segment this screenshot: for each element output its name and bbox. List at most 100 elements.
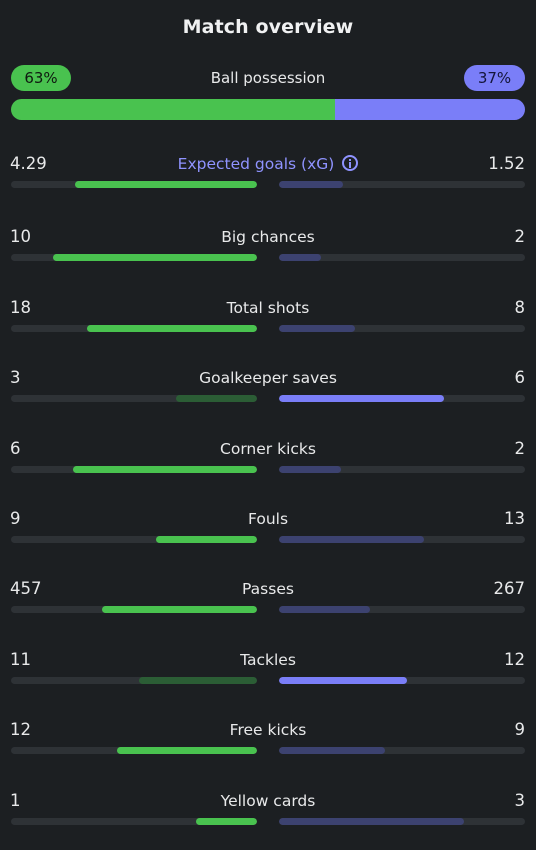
stat-row: 1 Yellow cards 3 (10, 791, 526, 835)
stat-row: 12 Free kicks 9 (10, 720, 526, 764)
away-stat-bar (279, 325, 525, 332)
stat-label-text: Expected goals (xG) (177, 155, 335, 173)
home-stat-bar (11, 747, 257, 754)
away-value: 2 (514, 439, 526, 458)
stat-label-text: Free kicks (229, 721, 307, 739)
away-stat-bar (279, 536, 525, 543)
home-stat-bar-fill (195, 818, 257, 825)
stat-label: Corner kicks (11, 439, 525, 459)
stat-label-text: Tackles (240, 651, 296, 669)
stat-label[interactable]: Expected goals (xG) (11, 154, 525, 174)
home-stat-bar-fill (102, 606, 257, 613)
home-value: 11 (10, 650, 31, 669)
away-stat-bar (279, 254, 525, 261)
stat-label: Big chances (11, 227, 525, 247)
away-value: 9 (514, 720, 526, 739)
home-value: 12 (10, 720, 31, 739)
stat-row: 6 Corner kicks 2 (10, 439, 526, 483)
stat-label-text: Passes (242, 580, 294, 598)
stat-label: Fouls (11, 509, 525, 529)
stat-row: 4.29 Expected goals (xG) 1.52 (10, 154, 525, 198)
away-value: 1.52 (488, 154, 525, 173)
away-stat-bar-fill (279, 466, 341, 473)
home-value: 457 (10, 579, 42, 598)
away-value: 6 (514, 368, 526, 387)
away-stat-bar-fill (279, 325, 356, 332)
home-stat-bar (11, 818, 257, 825)
away-stat-bar-fill (279, 181, 343, 188)
away-value: 8 (514, 298, 526, 317)
away-value: 13 (504, 509, 525, 528)
away-stat-bar-fill (279, 606, 371, 613)
away-value: 12 (504, 650, 525, 669)
stat-label: Free kicks (11, 720, 525, 740)
away-stat-bar-fill (279, 254, 321, 261)
away-stat-bar-fill (279, 395, 444, 402)
away-value: 267 (493, 579, 526, 598)
home-possession-badge: 63% (11, 65, 71, 91)
away-stat-bar (279, 466, 525, 473)
stat-label-text: Total shots (226, 299, 310, 317)
home-stat-bar-fill (74, 181, 257, 188)
stat-label-text: Corner kicks (220, 440, 316, 458)
home-stat-bar (11, 181, 257, 188)
stat-row: 10 Big chances 2 (10, 227, 526, 271)
possession-header: 63% Ball possession 37% (11, 65, 525, 91)
possession-bar (11, 99, 525, 120)
stat-label: Goalkeeper saves (11, 368, 525, 388)
stat-label-text: Big chances (221, 228, 315, 246)
home-stat-bar (11, 254, 257, 261)
away-value: 3 (514, 791, 526, 810)
info-icon[interactable] (342, 155, 359, 171)
away-possession-badge: 37% (464, 65, 525, 91)
stat-label: Yellow cards (11, 791, 525, 811)
home-stat-bar (11, 606, 257, 613)
away-stat-bar (279, 606, 525, 613)
home-stat-bar-fill (175, 395, 257, 402)
stat-label: Tackles (11, 650, 525, 670)
home-value: 6 (10, 439, 21, 458)
away-stat-bar-fill (279, 747, 385, 754)
away-stat-bar-fill (279, 677, 407, 684)
home-stat-bar (11, 325, 257, 332)
away-stat-bar (279, 181, 525, 188)
home-value: 10 (10, 227, 31, 246)
home-stat-bar (11, 536, 257, 543)
away-value: 2 (514, 227, 526, 246)
away-stat-bar-fill (279, 818, 464, 825)
home-stat-bar-fill (87, 325, 257, 332)
stat-row: 11 Tackles 12 (10, 650, 525, 694)
home-value: 9 (10, 509, 21, 528)
stat-label: Passes (11, 579, 525, 599)
away-stat-bar (279, 747, 525, 754)
possession-label: Ball possession (210, 69, 326, 87)
away-stat-bar (279, 818, 525, 825)
stat-label: Total shots (11, 298, 525, 318)
section-title: Match overview (182, 16, 354, 38)
home-stat-bar (11, 677, 257, 684)
stat-row: 3 Goalkeeper saves 6 (10, 368, 526, 412)
home-stat-bar-fill (72, 466, 257, 473)
stat-row: 457 Passes 267 (10, 579, 526, 623)
home-value: 3 (10, 368, 21, 387)
home-stat-bar (11, 395, 257, 402)
away-stat-bar (279, 677, 525, 684)
possession-bar-home (11, 99, 335, 120)
stat-label-text: Goalkeeper saves (199, 369, 337, 387)
home-stat-bar-fill (156, 536, 257, 543)
away-stat-bar-fill (279, 536, 425, 543)
stat-label-text: Fouls (247, 510, 289, 528)
stat-row: 9 Fouls 13 (10, 509, 525, 553)
home-value: 4.29 (10, 154, 47, 173)
home-stat-bar (11, 466, 257, 473)
stat-label-text: Yellow cards (220, 792, 316, 810)
possession-bar-away (334, 99, 525, 120)
stat-row: 18 Total shots 8 (10, 298, 526, 342)
away-stat-bar (279, 395, 525, 402)
home-stat-bar-fill (52, 254, 257, 261)
home-value: 1 (10, 791, 21, 810)
home-stat-bar-fill (116, 747, 257, 754)
home-value: 18 (10, 298, 31, 317)
home-stat-bar-fill (138, 677, 257, 684)
